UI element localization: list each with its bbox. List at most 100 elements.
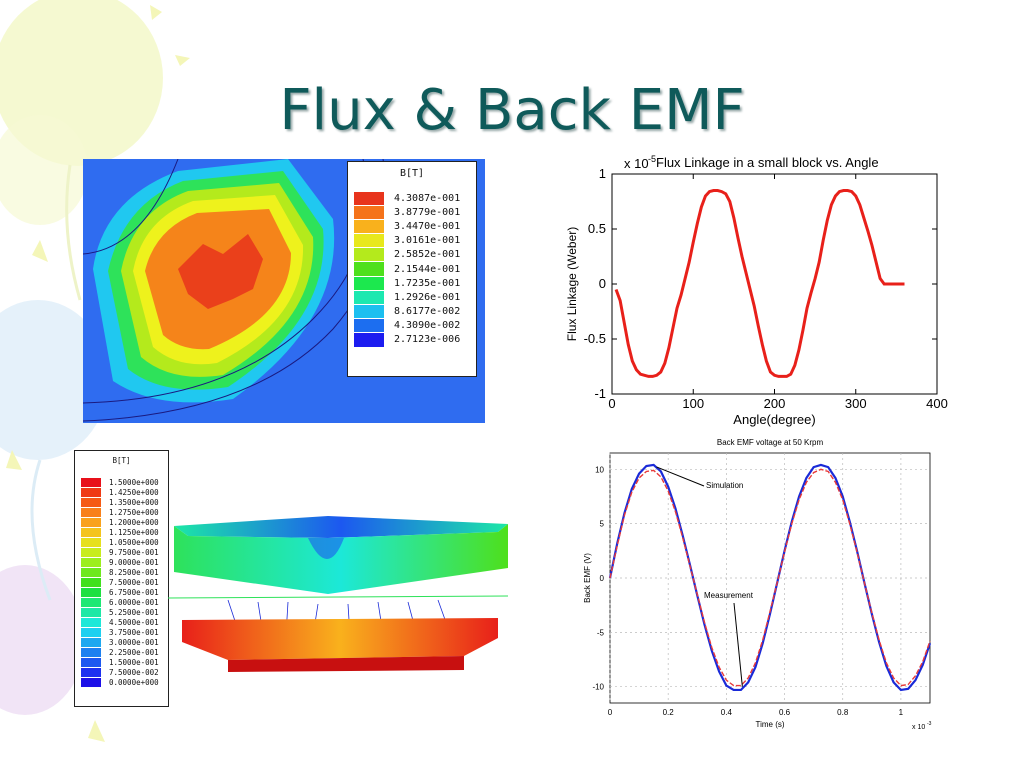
confetti [6,450,22,470]
legend-entry: 2.1544e-001 [348,262,476,276]
x-axis-label: Angle(degree) [733,412,815,427]
legend-value: 1.2750e+000 [109,507,159,517]
legend-entry: 7.5000e-001 [75,577,168,587]
legend-value: 6.0000e-001 [109,597,159,607]
legend-entry: 4.3087e-001 [348,191,476,205]
x-tick-label: 100 [682,396,704,411]
legend-value: 1.2926e-001 [394,291,461,303]
legend-value: 3.7500e-001 [109,627,159,637]
legend-value: 4.5000e-001 [109,617,159,627]
legend-value: 3.0161e-001 [394,235,461,247]
y-axis-label: Flux Linkage (Weber) [565,227,579,342]
legend-value: 0.0000e+000 [109,677,159,687]
balloon-string [30,459,52,601]
x-multiplier: x 10 [912,724,925,731]
legend-entry: 3.4470e-001 [348,219,476,234]
legend-swatch [81,667,101,677]
x-tick-label: 0 [608,396,615,411]
confetti [175,55,190,66]
rotor-top-face [174,516,508,538]
legend-value: 6.7500e-001 [109,587,159,597]
rotor-side-face [174,524,508,594]
slide-title: Flux & Back EMF [279,78,745,143]
legend-entry: 7.5000e-002 [75,667,168,677]
x-tick-label: 400 [926,396,948,411]
legend-swatch [81,487,101,497]
legend-swatch [81,677,101,687]
flux-valley [308,538,344,559]
legend-value: 1.5000e-001 [109,657,159,667]
legend-value: 9.7500e-001 [109,547,159,557]
y-tick-label: -1 [594,386,606,401]
y-tick-label: 5 [600,520,605,529]
legend-swatch [81,607,101,617]
legend-entry: 3.0161e-001 [348,234,476,248]
legend-title: B[T] [399,168,425,179]
legend-value: 1.3500e+000 [109,497,159,507]
legend-title: B[T] [112,456,131,465]
y-tick-label: 1 [599,166,606,181]
legend-swatch [81,527,101,537]
legend-value: 3.8779e-001 [394,206,461,218]
legend-value: 1.5000e+000 [109,477,159,487]
y-tick-label: 0.5 [588,221,606,236]
legend-value: 8.6177e-002 [394,306,461,318]
legend-entry: 9.7500e-001 [75,547,168,557]
measurement-line [609,468,931,687]
legend-entry: 1.4250e+000 [75,487,168,497]
confetti [32,240,48,262]
chart-title: Back EMF voltage at 50 Krpm [717,438,824,447]
legend-entry: 1.5000e+000 [75,477,168,487]
x-tick-label: 1 [899,708,904,717]
legend-entry: 1.7235e-001 [348,276,476,290]
annotation-measurement: Measurement [704,591,754,600]
legend-swatch [81,477,101,487]
legend-value: 4.3087e-001 [394,192,461,204]
legend-entry: 5.2500e-001 [75,607,168,617]
legend-value: 3.0000e-001 [109,637,159,647]
y-tick-label: 0 [600,574,605,583]
legend-swatch [81,577,101,587]
legend-swatch [354,262,384,276]
chart-title: Flux Linkage in a small block vs. Angle [656,155,879,170]
legend-swatch [354,219,384,234]
legend-swatch [81,567,101,577]
field-legend-3d: B[T] 1.5000e+000 1.4250e+000 1.3500e+000 1.… [74,450,169,707]
legend-entry: 1.0500e+000 [75,537,168,547]
legend-entry: 4.5000e-001 [75,617,168,627]
legend-value: 8.2500e-001 [109,567,159,577]
legend-entry: 3.0000e-001 [75,637,168,647]
legend-value: 5.2500e-001 [109,607,159,617]
balloon-string [65,164,82,301]
blue-balloon [0,300,108,460]
legend-entry: 8.6177e-002 [348,305,476,319]
y-tick-label: -0.5 [584,331,606,346]
legend-entry: 1.1250e+000 [75,527,168,537]
legend-swatch [81,637,101,647]
x-tick-label: 300 [845,396,867,411]
legend-swatch [81,547,101,557]
y-tick-label: -5 [597,628,605,637]
y-multiplier-exponent: -5 [648,154,656,164]
legend-swatch [81,507,101,517]
legend-entry: 1.2000e+000 [75,517,168,527]
x-tick-label: 0.2 [663,708,675,717]
legend-swatch [81,617,101,627]
field-3d-image [168,516,509,672]
legend-entry: 9.0000e-001 [75,557,168,567]
legend-swatch [354,248,384,262]
legend-value: 2.2500e-001 [109,647,159,657]
y-tick-label: 10 [595,465,604,474]
x-tick-label: 200 [764,396,786,411]
legend-value: 2.5852e-001 [394,249,461,261]
x-multiplier-exponent: -3 [927,721,932,727]
legend-swatch [81,497,101,507]
legend-entry: 1.2926e-001 [348,290,476,304]
confetti [150,5,162,20]
legend-entry: 1.5000e-001 [75,657,168,667]
legend-entry: 6.0000e-001 [75,597,168,607]
stator-base [182,618,498,660]
annotation-arrow [656,466,705,487]
field-plot-2d: B[T] 4.3087e-001 3.8779e-001 3.4470e-001 3.… [82,158,485,423]
